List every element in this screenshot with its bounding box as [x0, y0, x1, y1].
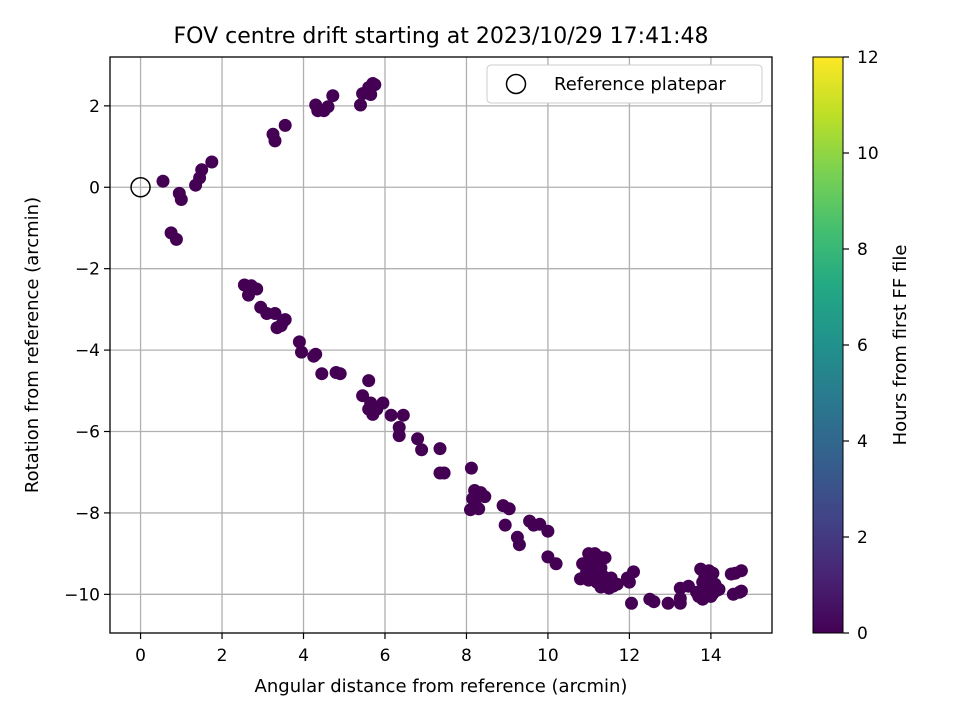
y-axis-ticks: −10 −8 −6 −4 −2 0 2 [64, 97, 110, 605]
colorbar-tick-label: 4 [857, 432, 868, 452]
data-point [326, 89, 340, 103]
x-tick-label: 8 [461, 646, 472, 666]
data-point [734, 584, 748, 598]
y-tick-label: −4 [75, 341, 100, 361]
data-point [625, 596, 638, 610]
colorbar-tick-label: 10 [857, 144, 879, 164]
data-point [598, 551, 612, 565]
data-point [502, 502, 516, 516]
data-point [307, 349, 321, 363]
x-tick-label: 4 [298, 646, 309, 666]
data-point [156, 174, 170, 188]
data-point [362, 374, 376, 388]
y-tick-label: 2 [89, 97, 100, 117]
legend: Reference platepar [486, 64, 763, 104]
x-tick-label: 6 [380, 646, 391, 666]
data-point [396, 408, 410, 422]
data-point [415, 443, 429, 457]
colorbar-gradient [812, 56, 844, 634]
data-point [268, 134, 282, 148]
data-point [384, 408, 398, 422]
data-point [728, 566, 742, 580]
y-tick-label: −6 [75, 423, 100, 443]
data-point [661, 596, 675, 610]
data-point [690, 585, 704, 599]
data-point [411, 432, 425, 446]
colorbar-tick-label: 2 [857, 528, 868, 548]
data-point [364, 88, 378, 101]
legend-marker-icon [505, 73, 527, 95]
colorbar-tick-label: 6 [857, 336, 868, 356]
data-point [205, 155, 219, 169]
data-point [478, 490, 492, 504]
x-axis-label: Angular distance from reference (arcmin) [255, 676, 628, 697]
data-point [392, 429, 406, 443]
data-point [270, 321, 284, 335]
data-point [437, 466, 451, 480]
x-tick-label: 12 [619, 646, 641, 666]
x-tick-label: 2 [217, 646, 228, 666]
data-point [268, 307, 282, 320]
y-axis-label: Rotation from reference (arcmin) [22, 197, 43, 493]
data-point [354, 98, 367, 112]
x-tick-label: 10 [537, 646, 559, 666]
colorbar-tick-label: 12 [857, 48, 879, 68]
data-point [673, 591, 687, 605]
colorbar-ticks: 0 2 4 6 8 10 12 [843, 48, 879, 644]
data-point [292, 335, 306, 349]
data-point [512, 538, 526, 552]
x-tick-label: 14 [700, 646, 722, 666]
y-tick-label: −10 [64, 585, 100, 605]
data-point [242, 288, 255, 302]
data-point [541, 524, 555, 538]
data-point [433, 442, 447, 456]
data-point [498, 518, 512, 532]
data-point [622, 575, 636, 589]
reference-point [130, 177, 151, 198]
data-point [333, 367, 347, 381]
data-point [174, 193, 188, 206]
colorbar-tick-label: 8 [857, 240, 868, 260]
data-point [647, 595, 661, 609]
data-points [156, 77, 748, 610]
data-point [295, 345, 308, 359]
colorbar: 0 2 4 6 8 10 12 Hours from first FF file [812, 48, 911, 644]
legend-box [486, 64, 763, 104]
x-tick-label: 0 [135, 646, 146, 666]
y-tick-label: −2 [75, 260, 100, 280]
reference-platepar-marker [130, 177, 151, 198]
data-point [712, 582, 726, 596]
data-point [189, 178, 203, 192]
data-point [464, 461, 478, 475]
data-point [169, 232, 183, 246]
colorbar-label: Hours from first FF file [890, 245, 911, 446]
data-point [549, 557, 563, 571]
y-tick-label: −8 [75, 504, 100, 524]
legend-label: Reference platepar [554, 74, 726, 95]
data-point [472, 502, 486, 516]
x-axis-ticks: 0 2 4 6 8 10 12 14 [135, 633, 722, 666]
data-point [610, 577, 624, 591]
data-point [278, 118, 292, 132]
plot-frame [109, 56, 773, 634]
y-tick-label: 0 [89, 178, 100, 198]
data-point [315, 367, 329, 381]
data-point [311, 104, 325, 118]
chart-title: FOV centre drift starting at 2023/10/29 … [174, 24, 709, 49]
data-point [366, 407, 380, 421]
colorbar-tick-label: 0 [857, 624, 868, 644]
grid-lines [110, 57, 772, 633]
data-point [466, 492, 480, 506]
